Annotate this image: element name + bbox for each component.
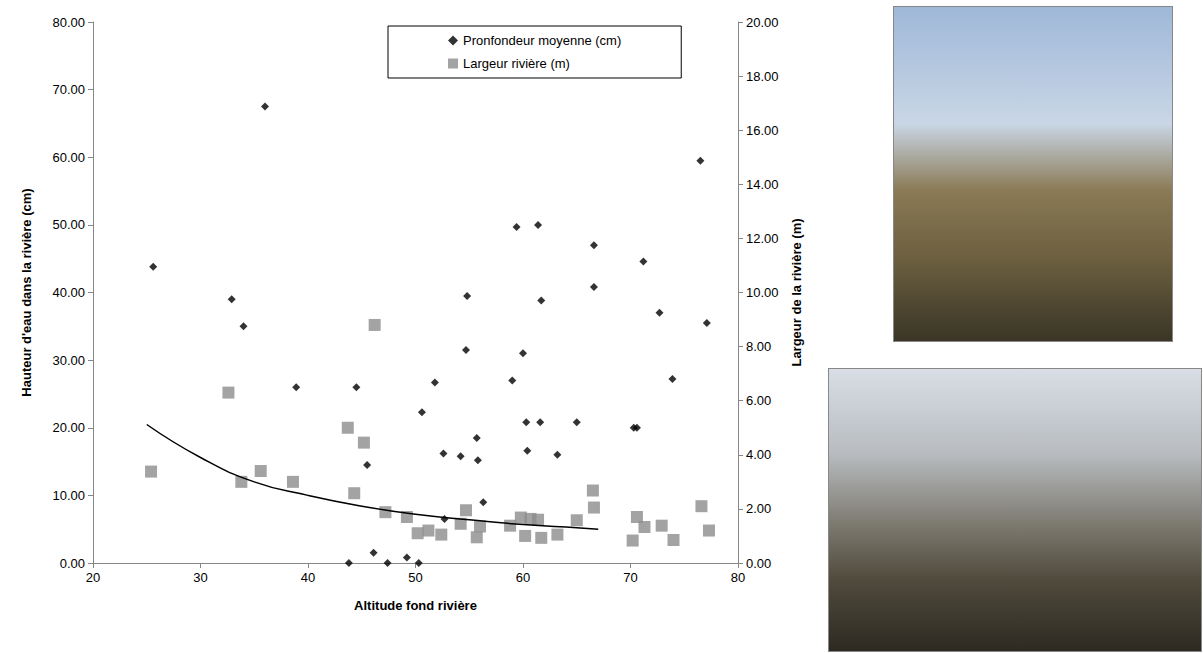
svg-text:4.00: 4.00 [746,447,771,462]
svg-text:80.00: 80.00 [52,15,85,30]
svg-text:18.00: 18.00 [746,69,779,84]
svg-text:14.00: 14.00 [746,177,779,192]
svg-text:70: 70 [623,570,637,585]
svg-text:16.00: 16.00 [746,123,779,138]
svg-text:30: 30 [193,570,207,585]
svg-text:10.00: 10.00 [52,488,85,503]
svg-text:20.00: 20.00 [746,15,779,30]
svg-text:10.00: 10.00 [746,285,779,300]
svg-text:12.00: 12.00 [746,231,779,246]
svg-text:8.00: 8.00 [746,339,771,354]
svg-text:0.00: 0.00 [746,556,771,571]
svg-text:80: 80 [731,570,745,585]
svg-text:Pronfondeur moyenne (cm): Pronfondeur moyenne (cm) [463,33,621,48]
svg-text:30.00: 30.00 [52,353,85,368]
svg-text:50.00: 50.00 [52,217,85,232]
svg-text:40.00: 40.00 [52,285,85,300]
svg-text:50: 50 [408,570,422,585]
svg-text:Largeur de la rivière (m): Largeur de la rivière (m) [789,218,804,366]
svg-text:Hauteur d'eau dans la rivière: Hauteur d'eau dans la rivière (cm) [19,188,34,396]
svg-text:40: 40 [301,570,315,585]
svg-text:6.00: 6.00 [746,393,771,408]
svg-text:20.00: 20.00 [52,420,85,435]
svg-text:2.00: 2.00 [746,501,771,516]
svg-text:60: 60 [516,570,530,585]
svg-text:70.00: 70.00 [52,82,85,97]
svg-text:Largeur rivière (m): Largeur rivière (m) [463,56,570,71]
svg-text:20: 20 [86,570,100,585]
svg-text:60.00: 60.00 [52,150,85,165]
svg-text:Altitude fond rivière: Altitude fond rivière [354,598,477,613]
svg-text:0.00: 0.00 [60,556,85,571]
